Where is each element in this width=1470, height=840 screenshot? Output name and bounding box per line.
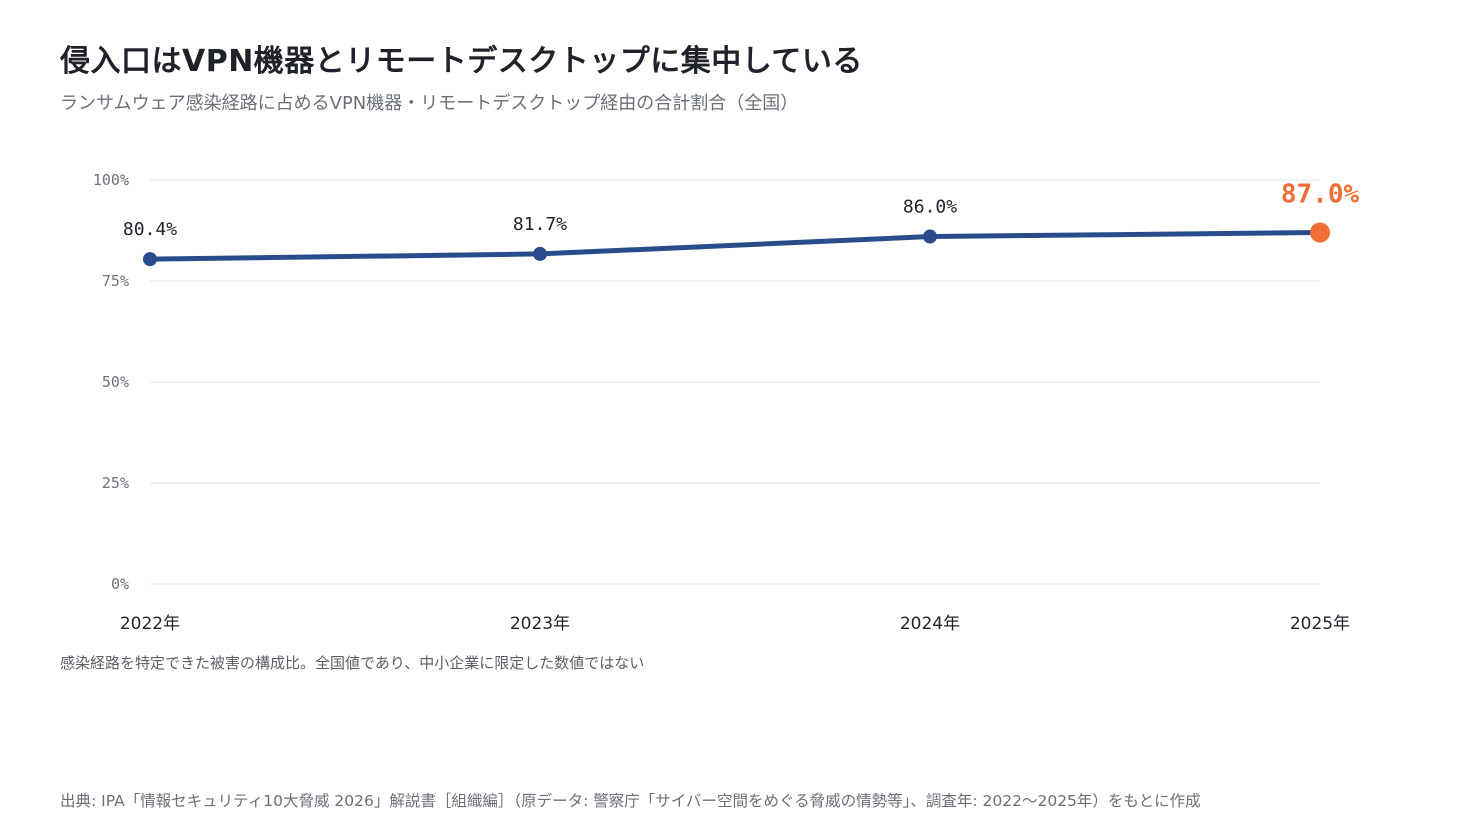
y-tick-label: 75% (102, 272, 129, 290)
chart-note: 感染経路を特定できた被害の構成比。全国値であり、中小企業に限定した数値ではない (60, 654, 645, 672)
data-label: 81.7% (513, 214, 567, 235)
x-tick-label: 2023年 (510, 614, 570, 634)
source-credit: 出典: IPA「情報セキュリティ10大脅威 2026」解説書［組織編］（原データ… (60, 792, 1201, 810)
data-point (143, 252, 157, 267)
data-point (533, 246, 547, 261)
data-point (923, 229, 937, 244)
chart-subtitle: ランサムウェア感染経路に占めるVPN機器・リモートデスクトップ経由の合計割合（全… (60, 93, 799, 114)
x-tick-label: 2022年 (120, 614, 180, 634)
highlight-data-label: 87.0% (1281, 180, 1360, 210)
highlight-data-point (1310, 222, 1330, 243)
data-labels: 80.4% 81.7% 86.0% 87.0% (123, 180, 1360, 241)
data-label: 80.4% (123, 219, 177, 240)
y-tick-label: 0% (111, 575, 129, 593)
x-tick-label: 2024年 (900, 614, 960, 634)
data-points (143, 222, 1330, 267)
x-axis-ticks: 2022年 2023年 2024年 2025年 (120, 614, 1350, 634)
y-axis-ticks: 0% 25% 50% 75% 100% (93, 171, 129, 593)
y-tick-label: 50% (102, 373, 129, 391)
series-line (147, 230, 1323, 262)
y-tick-label: 25% (102, 474, 129, 492)
gridlines (150, 179, 1320, 585)
series-line-layer (147, 230, 1323, 262)
chart-title: 侵入口はVPN機器とリモートデスクトップに集中している (60, 44, 863, 79)
y-tick-label: 100% (93, 171, 129, 189)
x-tick-label: 2025年 (1290, 614, 1350, 634)
data-label: 86.0% (903, 197, 957, 218)
